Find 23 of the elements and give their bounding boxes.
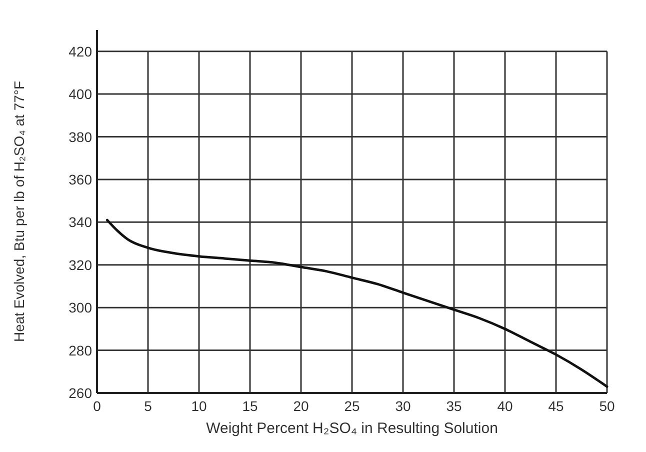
line-series <box>106 218 608 388</box>
x-tick-label: 45 <box>548 398 564 414</box>
y-tick-label: 380 <box>68 128 92 145</box>
x-tick-label: 25 <box>344 398 360 414</box>
y-tick-label: 260 <box>68 385 92 401</box>
y-tick-label: 420 <box>68 43 92 60</box>
x-tick-label: 40 <box>497 398 513 414</box>
x-axis-title: Weight Percent H₂SO₄ in Resulting Solution <box>206 420 498 437</box>
y-tick-label: 360 <box>68 171 92 188</box>
y-tick-label: 320 <box>68 256 92 273</box>
y-tick-label: 340 <box>68 214 92 230</box>
y-tick-label: 400 <box>68 86 92 102</box>
x-tick-label: 15 <box>242 398 258 414</box>
x-tick-label: 35 <box>446 398 462 414</box>
x-tick-label: 30 <box>395 398 411 414</box>
x-tick-label: 5 <box>144 398 152 414</box>
x-tick-label: 20 <box>293 398 309 414</box>
y-axis-title: Heat Evolved, Btu per lb of H₂SO₄ at 77°F <box>11 80 27 342</box>
x-tick-label: 0 <box>93 398 102 414</box>
y-tick-label: 300 <box>68 300 92 316</box>
y-tick-label: 280 <box>68 342 92 358</box>
x-tick-label: 10 <box>191 398 207 414</box>
x-tick-label: 50 <box>599 398 615 414</box>
